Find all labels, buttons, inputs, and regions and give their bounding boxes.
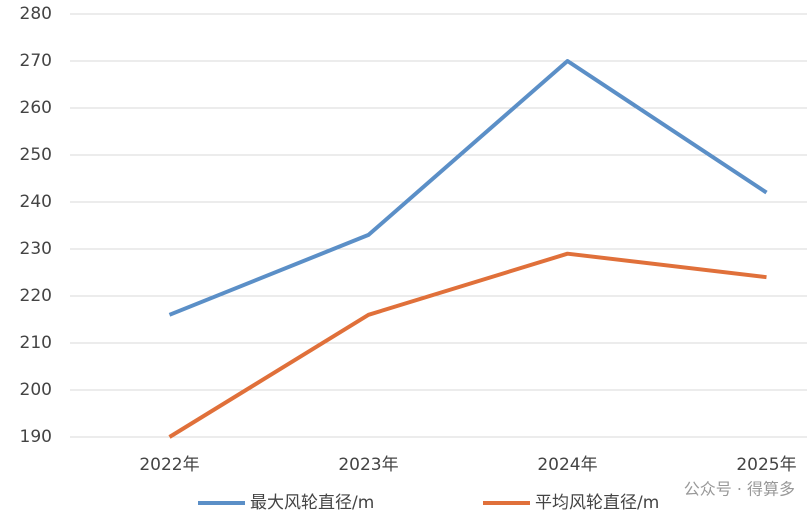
line-series [168, 251, 767, 439]
y-tick-label: 250 [20, 145, 52, 165]
x-tick-label: 2024年 [537, 455, 597, 475]
legend-label: 平均风轮直径/m [535, 493, 659, 513]
y-tick-label: 190 [20, 427, 52, 447]
x-tick-label: 2022年 [139, 455, 199, 475]
legend-label: 最大风轮直径/m [250, 493, 374, 513]
y-tick-label: 280 [20, 4, 52, 24]
line-series [168, 59, 768, 317]
y-tick-label: 270 [20, 51, 52, 71]
y-tick-label: 220 [20, 286, 52, 306]
y-tick-label: 240 [20, 192, 52, 212]
watermark: 公众号 · 得算多 [684, 480, 795, 499]
y-tick-label: 230 [20, 239, 52, 259]
y-tick-label: 210 [20, 333, 52, 353]
x-tick-label: 2023年 [338, 455, 398, 475]
x-tick-label: 2025年 [736, 455, 796, 475]
y-tick-label: 200 [20, 380, 52, 400]
y-tick-label: 260 [20, 98, 52, 118]
